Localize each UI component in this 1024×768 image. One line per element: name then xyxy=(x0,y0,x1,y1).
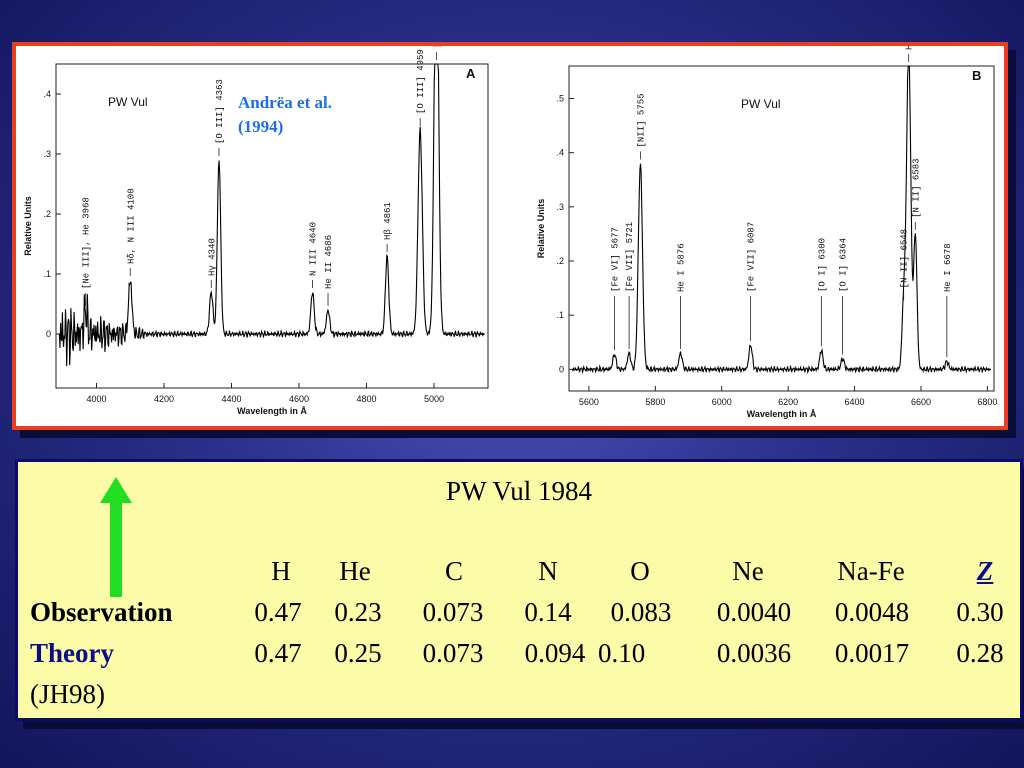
spectra-svg: 4000 4200 4400 4600 4800 5000 0 .1 .2 .3 .4 Wavelen… xyxy=(23,46,997,419)
panel-a-y-tick-label: .4 xyxy=(43,89,51,99)
col-na-fe: Na-Fe xyxy=(837,556,905,586)
panel-b-x-tick-label: 6600 xyxy=(911,397,931,407)
panel-b-y-tick-label: .2 xyxy=(556,256,564,266)
obs-h: 0.47 xyxy=(254,597,302,627)
obs-z: 0.30 xyxy=(956,597,1004,627)
spectra-figure: 4000 4200 4400 4600 4800 5000 0 .1 .2 .3 .4 Wavelen… xyxy=(12,42,1008,430)
panel-b-x-tick-label: 6200 xyxy=(778,397,798,407)
theory-n: 0.094 xyxy=(524,638,586,668)
col-n: N xyxy=(538,556,558,586)
theory-h: 0.47 xyxy=(254,638,302,668)
citation-line-1: Andrëa et al. xyxy=(238,93,332,112)
panel-a-y-tick-label: 0 xyxy=(46,329,51,339)
panel-b-x-tick-label: 5600 xyxy=(579,397,599,407)
panel-a-spectrum-line xyxy=(58,63,486,367)
panel-b-y-tick-label: .1 xyxy=(556,310,564,320)
theory-na-fe: 0.0017 xyxy=(834,638,910,668)
panel-b-line-label: [O I] 6364 xyxy=(839,238,849,292)
panel-a-x-tick-label: 4000 xyxy=(86,394,106,404)
panel-b-x-tick-label: 5800 xyxy=(645,397,665,407)
citation-line-2: (1994) xyxy=(238,117,283,136)
panel-b-line-label: Hα 6563 xyxy=(905,46,915,50)
panel-b-x-tick-label: 6400 xyxy=(845,397,865,407)
panel-a-line-label: [O III] 4959 xyxy=(416,49,426,114)
obs-c: 0.073 xyxy=(422,597,484,627)
panel-a-letter: A xyxy=(466,66,476,81)
panel-b-line-label: [Fe VII] 6087 xyxy=(747,222,757,292)
obs-o: 0.083 xyxy=(610,597,672,627)
col-o: O xyxy=(630,556,650,586)
col-c: C xyxy=(444,556,463,586)
theory-ne: 0.0036 xyxy=(716,638,792,668)
panel-b-line-label: [NII] 5755 xyxy=(636,93,646,147)
panel-b-spectrum-line xyxy=(571,65,992,375)
observation-row: Observation 0.47 0.23 0.073 0.14 0.083 0… xyxy=(18,597,1020,633)
panel-a-x-tick-label: 5000 xyxy=(424,394,444,404)
observation-label: Observation xyxy=(30,597,173,627)
theory-he: 0.25 xyxy=(334,638,382,668)
obs-he: 0.23 xyxy=(334,597,382,627)
panel-a-line-label: [O III] 4363 xyxy=(215,79,225,144)
panel-a-y-label: Relative Units xyxy=(23,196,33,256)
panel-b-y-tick-label: .4 xyxy=(556,148,564,158)
panel-a-y-tick-label: .1 xyxy=(43,269,51,279)
panel-a-line-label: N III 4640 xyxy=(309,222,319,276)
panel-a-y-tick-label: .3 xyxy=(43,149,51,159)
col-ne: Ne xyxy=(732,556,764,586)
panel-a-x-tick-label: 4600 xyxy=(289,394,309,404)
theory-c: 0.073 xyxy=(422,638,484,668)
panel-a-x-tick-label: 4800 xyxy=(356,394,376,404)
panel-a-line-label: Hγ 4340 xyxy=(207,238,217,276)
panel-b-line-label: [O I] 6300 xyxy=(817,238,827,292)
theory-row: Theory 0.47 0.25 0.073 0.094 0.10 0.0036… xyxy=(18,638,1020,674)
obs-ne: 0.0040 xyxy=(716,597,792,627)
table-title: PW Vul 1984 xyxy=(446,476,592,506)
abundance-table: PW Vul 1984 H He C N O Ne Na-Fe Z Observ… xyxy=(15,459,1023,721)
panel-b-y-tick-label: .5 xyxy=(556,94,564,104)
reference-note: (JH98) xyxy=(30,679,105,709)
theory-o: 0.10 xyxy=(598,638,646,668)
theory-z: 0.28 xyxy=(956,638,1004,668)
col-z: Z xyxy=(976,556,994,586)
panel-a-line-label: Hβ 4861 xyxy=(383,202,393,240)
panel-b-x-tick-label: 6000 xyxy=(712,397,732,407)
col-h: H xyxy=(271,556,291,586)
panel-a-line-label: [Ne III], He 3968 xyxy=(82,197,92,289)
panel-b-x-tick-label: 6800 xyxy=(977,397,997,407)
panel-a-y-tick-label: .2 xyxy=(43,209,51,219)
up-arrow-icon xyxy=(100,477,132,597)
panel-a-x-label: Wavelength in Å xyxy=(237,406,307,416)
panel-b-line-label: [Fe VI] 5677 xyxy=(610,227,620,292)
panel-a-line-label: [O III] 5007 xyxy=(432,46,442,48)
panel-b-y-label: Relative Units xyxy=(536,199,546,259)
panel-a-line-label: He II 4686 xyxy=(324,235,334,289)
col-he: He xyxy=(339,556,371,586)
panel-b-y-tick-label: .3 xyxy=(556,202,564,212)
panel-a-x-tick-label: 4400 xyxy=(221,394,241,404)
panel-b-y-tick-label: 0 xyxy=(559,364,564,374)
panel-b-title: PW Vul xyxy=(741,97,781,111)
panel-b-line-label: [Fe VII] 5721 xyxy=(625,222,635,292)
table-header-row: H He C N O Ne Na-Fe Z xyxy=(18,556,1020,592)
obs-na-fe: 0.0048 xyxy=(834,597,910,627)
panel-a-line-label: Hδ, N III 4100 xyxy=(126,188,136,264)
panel-a-axes-box xyxy=(55,63,489,389)
panel-a-title: PW Vul xyxy=(108,95,148,109)
panel-b-line-label: He I 6678 xyxy=(943,243,953,292)
panel-b-line-label: [N II] 6548 xyxy=(900,229,910,288)
panel-b-line-label: [N II] 6583 xyxy=(911,158,921,217)
panel-b-letter: B xyxy=(972,68,981,83)
panel-b-x-label: Wavelength in Å xyxy=(747,409,817,419)
panel-a-x-tick-label: 4200 xyxy=(154,394,174,404)
panel-b-axes-box xyxy=(568,65,995,392)
panel-b-line-label: He I 5876 xyxy=(677,243,687,292)
obs-n: 0.14 xyxy=(524,597,572,627)
theory-label: Theory xyxy=(30,638,114,668)
